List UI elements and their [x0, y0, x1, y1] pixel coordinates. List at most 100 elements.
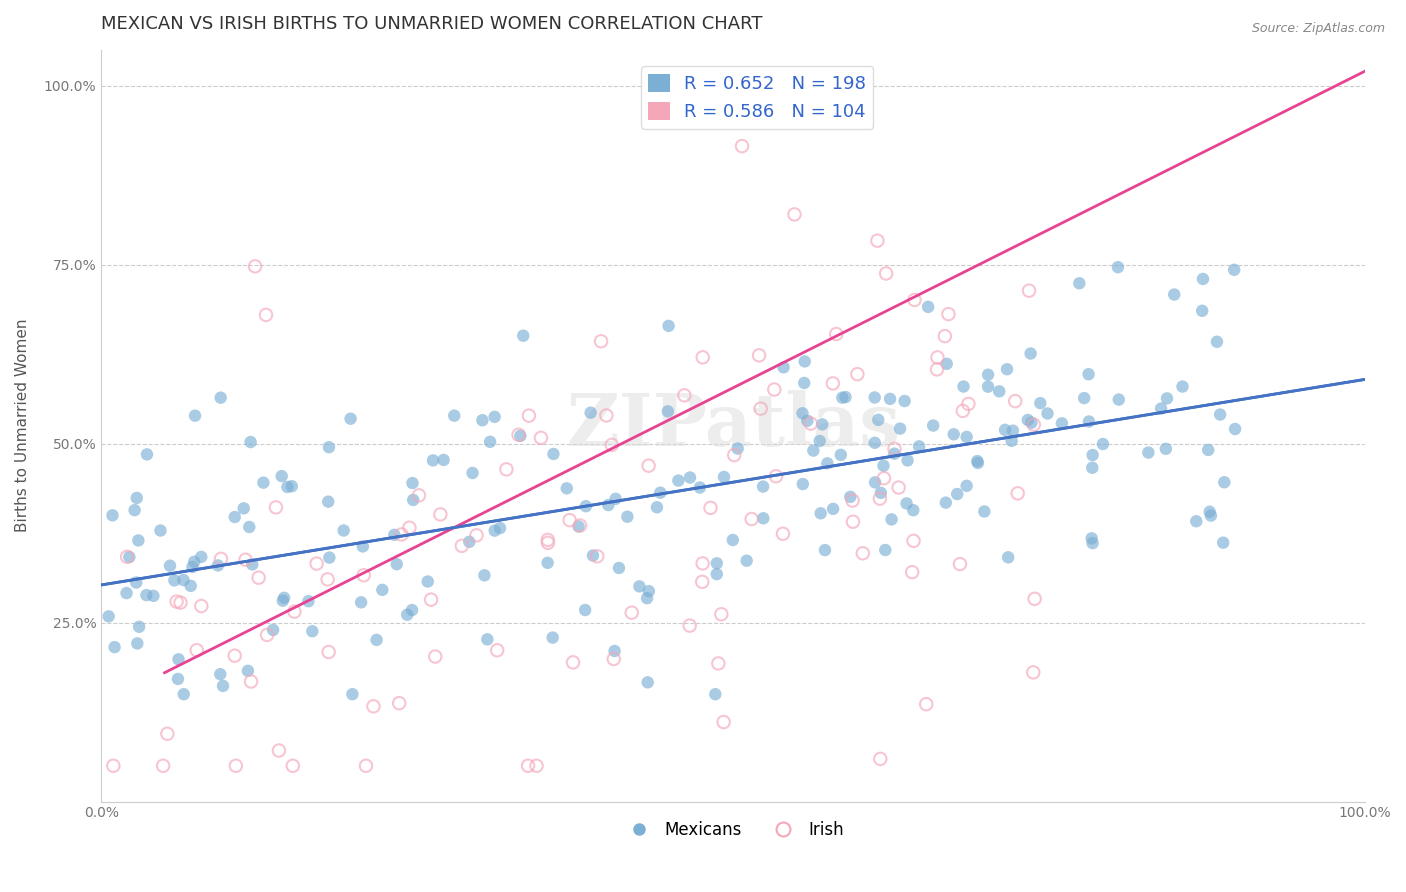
Mexicans	[995, 362, 1018, 376]
Mexicans	[1080, 532, 1102, 546]
Mexicans	[793, 354, 815, 368]
Mexicans	[883, 447, 905, 461]
Irish	[209, 552, 232, 566]
Mexicans	[163, 574, 186, 588]
Irish	[517, 758, 540, 772]
Mexicans	[207, 558, 229, 573]
Irish	[673, 388, 696, 402]
Mexicans	[1156, 392, 1178, 406]
Mexicans	[172, 573, 194, 587]
Mexicans	[1019, 346, 1042, 360]
Mexicans	[575, 499, 598, 513]
Mexicans	[541, 631, 564, 645]
Irish	[783, 207, 806, 221]
Mexicans	[973, 504, 995, 518]
Irish	[305, 557, 328, 571]
Mexicans	[1191, 303, 1213, 318]
Mexicans	[1198, 505, 1220, 519]
Mexicans	[903, 503, 925, 517]
Mexicans	[568, 519, 591, 533]
Mexicans	[1223, 422, 1246, 436]
Mexicans	[967, 456, 990, 470]
Mexicans	[489, 521, 512, 535]
Mexicans	[1171, 379, 1194, 393]
Mexicans	[1213, 475, 1236, 490]
Mexicans	[1192, 272, 1215, 286]
Mexicans	[224, 510, 246, 524]
Mexicans	[869, 486, 891, 500]
Mexicans	[803, 443, 825, 458]
Mexicans	[477, 632, 499, 647]
Irish	[152, 758, 174, 772]
Mexicans	[1073, 391, 1095, 405]
Irish	[637, 458, 659, 473]
Irish	[186, 643, 208, 657]
Mexicans	[922, 418, 945, 433]
Mexicans	[183, 555, 205, 569]
Mexicans	[471, 413, 494, 427]
Mexicans	[184, 409, 207, 423]
Mexicans	[124, 503, 146, 517]
Mexicans	[297, 594, 319, 608]
Irish	[569, 518, 592, 533]
Irish	[281, 758, 304, 772]
Mexicans	[401, 476, 423, 491]
Irish	[690, 574, 713, 589]
Mexicans	[366, 632, 388, 647]
Mexicans	[815, 456, 838, 470]
Irish	[821, 376, 844, 391]
Mexicans	[811, 417, 834, 432]
Irish	[254, 308, 277, 322]
Irish	[938, 307, 960, 321]
Mexicans	[432, 453, 454, 467]
Mexicans	[994, 423, 1017, 437]
Irish	[915, 697, 938, 711]
Irish	[852, 546, 875, 560]
Irish	[825, 326, 848, 341]
Mexicans	[880, 512, 903, 526]
Mexicans	[1137, 445, 1160, 459]
Mexicans	[679, 470, 702, 484]
Mexicans	[118, 550, 141, 565]
Mexicans	[579, 406, 602, 420]
Irish	[875, 267, 897, 281]
Mexicans	[704, 687, 727, 701]
Mexicans	[422, 453, 444, 467]
Mexicans	[830, 448, 852, 462]
Mexicans	[657, 404, 679, 418]
Irish	[679, 618, 702, 632]
Mexicans	[342, 687, 364, 701]
Mexicans	[616, 509, 638, 524]
Irish	[267, 743, 290, 757]
Mexicans	[173, 687, 195, 701]
Mexicans	[796, 414, 818, 428]
Irish	[765, 469, 787, 483]
Mexicans	[401, 603, 423, 617]
Irish	[713, 714, 735, 729]
Mexicans	[721, 533, 744, 547]
Mexicans	[988, 384, 1011, 399]
Mexicans	[97, 609, 120, 624]
Irish	[887, 481, 910, 495]
Irish	[363, 699, 385, 714]
Irish	[710, 607, 733, 622]
Mexicans	[190, 549, 212, 564]
Mexicans	[956, 479, 979, 493]
Irish	[530, 431, 553, 445]
Mexicans	[281, 479, 304, 493]
Irish	[318, 645, 340, 659]
Mexicans	[863, 435, 886, 450]
Mexicans	[628, 579, 651, 593]
Irish	[903, 293, 925, 307]
Mexicans	[209, 667, 232, 681]
Mexicans	[443, 409, 465, 423]
Mexicans	[727, 442, 749, 456]
Mexicans	[232, 501, 254, 516]
Mexicans	[142, 589, 165, 603]
Mexicans	[752, 511, 775, 525]
Irish	[190, 599, 212, 613]
Mexicans	[1017, 413, 1039, 427]
Mexicans	[536, 556, 558, 570]
Mexicans	[458, 534, 481, 549]
Mexicans	[706, 567, 728, 582]
